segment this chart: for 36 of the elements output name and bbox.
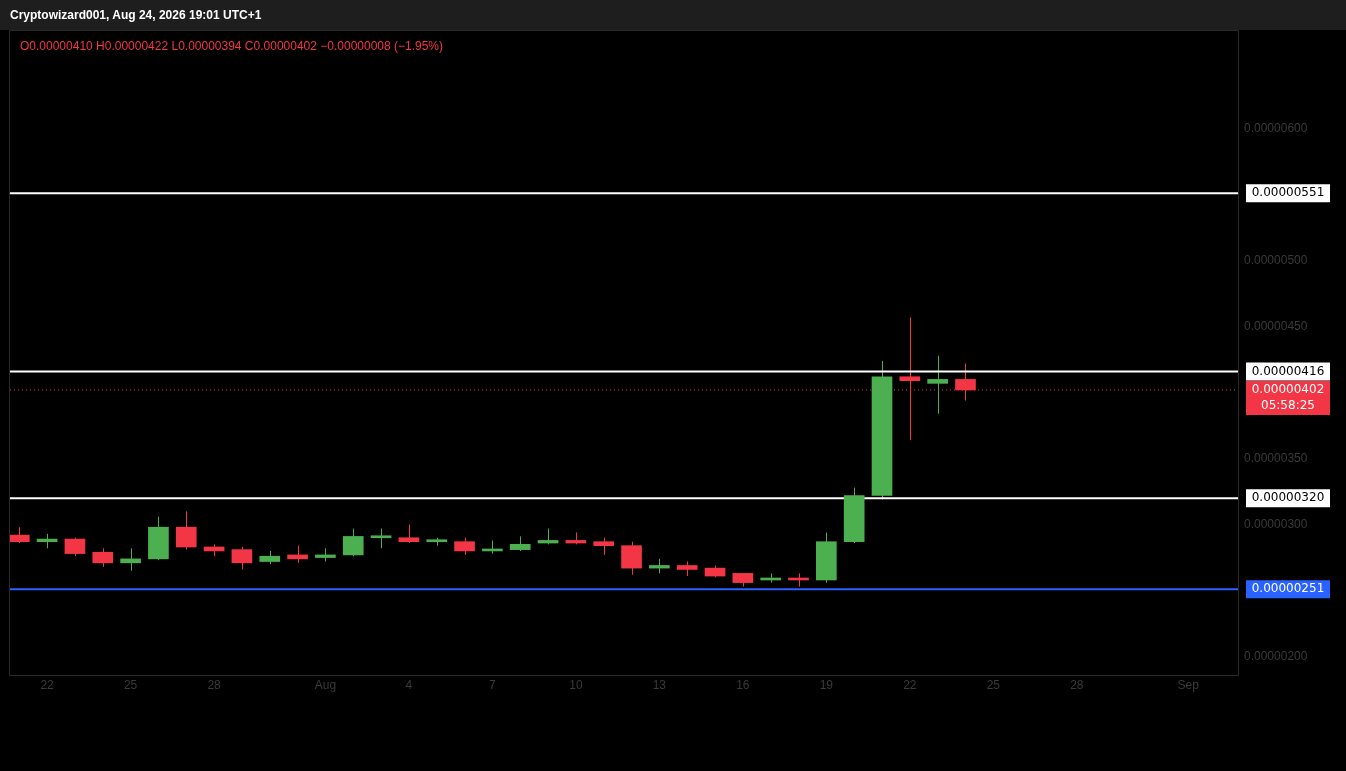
y-tick-label: 0.00000300 [1244, 516, 1308, 531]
candlestick [64, 537, 86, 557]
x-tick-label: 10 [569, 677, 583, 692]
candlestick [370, 528, 392, 549]
x-tick-label: 25 [986, 677, 1001, 692]
ref-line-label: 0.00000402 05:58:25 [1251, 382, 1325, 413]
x-tick-label: 28 [207, 677, 222, 692]
ref-line-label: 0.00000416 [1251, 363, 1325, 378]
candlestick [231, 546, 253, 570]
candlestick [342, 528, 364, 557]
x-tick-label: 4 [405, 677, 413, 692]
x-tick-label: 13 [652, 677, 667, 692]
y-tick-label: 0.00000350 [1244, 450, 1308, 465]
x-tick-label: 19 [819, 677, 834, 692]
candlestick [621, 541, 642, 576]
x-tick-label: 22 [40, 677, 55, 692]
ref-line-label: 0.00000251 [1251, 581, 1325, 596]
annotation: O0.00000410 H0.00000422 L0.00000394 C0.00000402 −0.00000008 (−1.95%) [20, 39, 444, 54]
candlestick [398, 524, 420, 544]
ref-line-label: 0.00000551 [1251, 185, 1325, 200]
candlestick [92, 547, 114, 568]
x-tick-label: 7 [489, 677, 497, 692]
text: Cryptowizard001, Aug 24, 2026 19:01 UTC+1 [10, 8, 262, 23]
x-tick-label: 16 [736, 677, 750, 692]
candlestick [175, 510, 197, 551]
y-tick-label: 0.00000500 [1244, 252, 1308, 267]
x-tick-label: 22 [903, 677, 917, 692]
x-tick-label: 25 [123, 677, 138, 692]
x-tick-label: 28 [1070, 677, 1084, 692]
y-tick-label: 0.00000600 [1244, 120, 1308, 135]
x-tick-label: Sep [1177, 677, 1200, 692]
x-tick-label: Aug [314, 677, 337, 692]
ref-line-label: 0.00000320 [1251, 490, 1325, 505]
candlestick [927, 355, 948, 415]
y-tick-label: 0.00000450 [1244, 318, 1308, 333]
y-tick-label: 0.00000200 [1244, 648, 1308, 663]
